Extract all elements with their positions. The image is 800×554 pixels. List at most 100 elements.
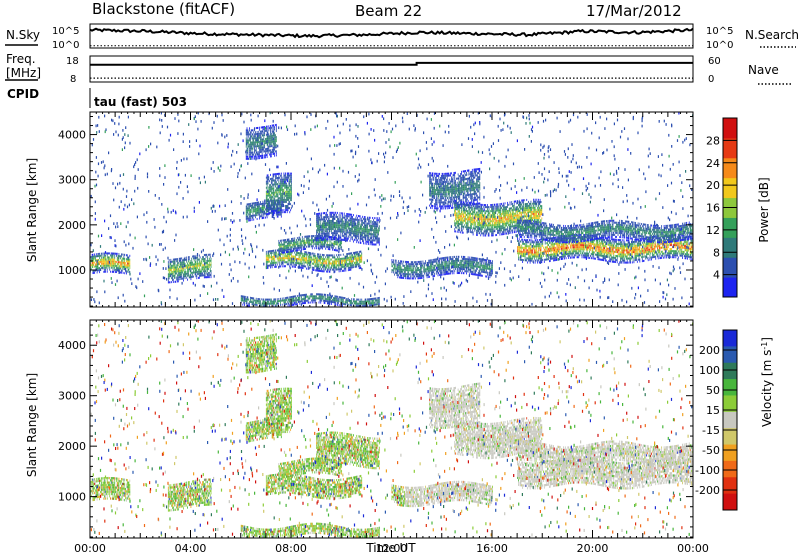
power-echo-cells	[90, 111, 694, 307]
power-cell	[441, 175, 443, 178]
power-cell	[349, 227, 351, 230]
power-cell	[270, 190, 272, 193]
power-cell	[274, 183, 276, 186]
power-cell	[257, 135, 259, 138]
power-cell	[273, 183, 275, 186]
power-cell	[265, 212, 266, 215]
power-cell	[375, 231, 377, 234]
power-cell	[94, 261, 96, 264]
power-cell	[298, 246, 300, 249]
power-cell	[260, 130, 261, 133]
power-cell	[261, 152, 263, 155]
power-cell	[340, 240, 342, 243]
power-cell	[343, 216, 345, 219]
power-cell	[337, 249, 338, 252]
power-cell	[443, 197, 445, 200]
power-cell	[95, 257, 96, 260]
power-cell	[442, 187, 444, 190]
power-cell	[260, 207, 262, 210]
power-cell	[311, 247, 313, 250]
power-cell	[333, 268, 335, 271]
power-cell	[266, 127, 268, 130]
power-cell	[352, 232, 353, 235]
power-cell	[286, 196, 287, 199]
power-cell	[321, 270, 322, 273]
power-cell	[280, 209, 281, 212]
power-cell	[346, 221, 348, 224]
cpid-label: CPID	[7, 87, 39, 101]
power-cell	[260, 146, 261, 149]
power-cell	[331, 230, 333, 233]
power-cell	[174, 260, 176, 263]
power-cell	[476, 263, 477, 266]
power-cell	[368, 234, 369, 237]
power-cell	[340, 268, 342, 271]
power-cell	[492, 272, 493, 275]
power-cell	[361, 238, 363, 241]
power-cell	[270, 196, 272, 199]
power-cell	[345, 214, 347, 217]
power-cell	[265, 257, 267, 260]
power-cell	[445, 187, 447, 190]
power-cell	[372, 221, 374, 224]
power-cell	[182, 271, 183, 274]
power-cell	[289, 178, 291, 181]
power-cell	[277, 199, 279, 202]
power-cell	[173, 260, 175, 263]
power-cell	[434, 195, 436, 198]
power-cell	[245, 209, 247, 212]
power-cell	[267, 180, 269, 183]
power-cell	[280, 197, 282, 200]
freq-tick-bottom: 8	[70, 74, 76, 85]
power-cell	[198, 276, 200, 279]
power-cell	[299, 258, 301, 261]
power-cell	[335, 262, 337, 265]
power-cell	[487, 271, 488, 274]
power-cell	[279, 187, 281, 190]
power-cell	[404, 275, 405, 278]
power-cell	[298, 258, 300, 261]
power-cell	[346, 231, 348, 234]
power-cell	[92, 270, 94, 273]
power-cell	[360, 254, 362, 257]
power-cell	[436, 193, 438, 196]
power-cell	[468, 258, 470, 261]
power-cell	[430, 184, 432, 187]
power-cell	[350, 266, 352, 269]
power-cell	[350, 264, 352, 267]
power-cell	[284, 251, 286, 254]
power-cell	[481, 264, 483, 267]
power-cell	[257, 137, 259, 140]
power-cell	[317, 237, 319, 240]
power-cell	[326, 262, 328, 265]
power-cell	[102, 258, 104, 261]
power-cell	[471, 262, 472, 265]
power-cell	[280, 253, 281, 256]
power-cell	[246, 203, 248, 206]
power-cell	[117, 261, 119, 264]
power-cell	[491, 264, 493, 267]
power-cell	[252, 206, 254, 209]
power-cell	[119, 271, 121, 274]
power-cell	[369, 216, 371, 219]
power-cell	[412, 261, 414, 264]
power-cell	[376, 231, 378, 234]
power-cell	[373, 237, 374, 240]
power-cell	[334, 224, 336, 227]
power-cell	[374, 223, 376, 226]
power-cell	[256, 205, 258, 208]
power-cell	[347, 231, 348, 234]
power-cell	[248, 209, 250, 212]
power-cell	[363, 236, 364, 239]
power-cell	[345, 231, 347, 234]
power-cell	[100, 254, 102, 257]
power-cell	[318, 263, 320, 266]
power-cell	[332, 246, 333, 249]
power-cell	[289, 190, 291, 193]
power-cell	[331, 254, 333, 257]
power-cell	[322, 224, 323, 227]
power-cell	[339, 212, 341, 215]
power-cell	[112, 252, 114, 255]
power-cell	[395, 259, 397, 262]
power-cell	[251, 214, 253, 217]
